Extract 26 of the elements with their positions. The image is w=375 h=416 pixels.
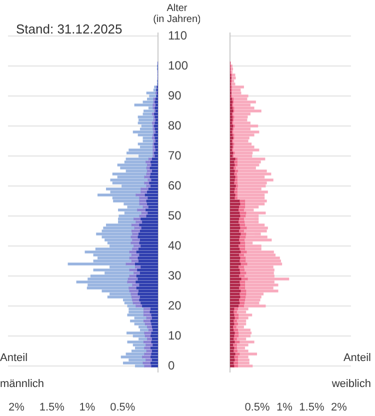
y-tick-label: 110 — [168, 28, 188, 42]
y-tick-label: 10 — [168, 328, 182, 342]
x-tick-label: 1.5% — [299, 402, 324, 414]
y-tick-label: 20 — [168, 298, 182, 312]
x-axis-title: männlich — [0, 378, 44, 390]
chart-title: Stand: 31.12.2025 — [16, 22, 122, 37]
y-tick-label: 60 — [168, 178, 182, 192]
y-tick-label: 90 — [168, 88, 182, 102]
y-tick-label: 70 — [168, 148, 182, 162]
y-tick-label: 40 — [168, 238, 182, 252]
x-tick-label: 0.5% — [244, 402, 270, 414]
x-tick-label: 0.5% — [110, 402, 136, 414]
y-axis-title: Alter (in Jahren) — [153, 2, 201, 25]
x-tick-label: 2% — [8, 402, 25, 414]
x-tick-label: 1% — [79, 402, 96, 414]
annotation: Anteil — [0, 352, 28, 364]
y-tick-label: 50 — [168, 208, 182, 222]
y-tick-label: 30 — [168, 268, 182, 282]
x-axis-title: weiblich — [330, 378, 371, 390]
y-tick-label: 0 — [168, 358, 175, 372]
x-tick-label: 1% — [276, 402, 293, 414]
annotation: Anteil — [343, 352, 371, 364]
y-tick-label: 80 — [168, 118, 182, 132]
x-tick-label: 1.5% — [39, 402, 65, 414]
y-tick-label: 100 — [168, 58, 188, 72]
x-tick-label: 2% — [330, 402, 348, 414]
